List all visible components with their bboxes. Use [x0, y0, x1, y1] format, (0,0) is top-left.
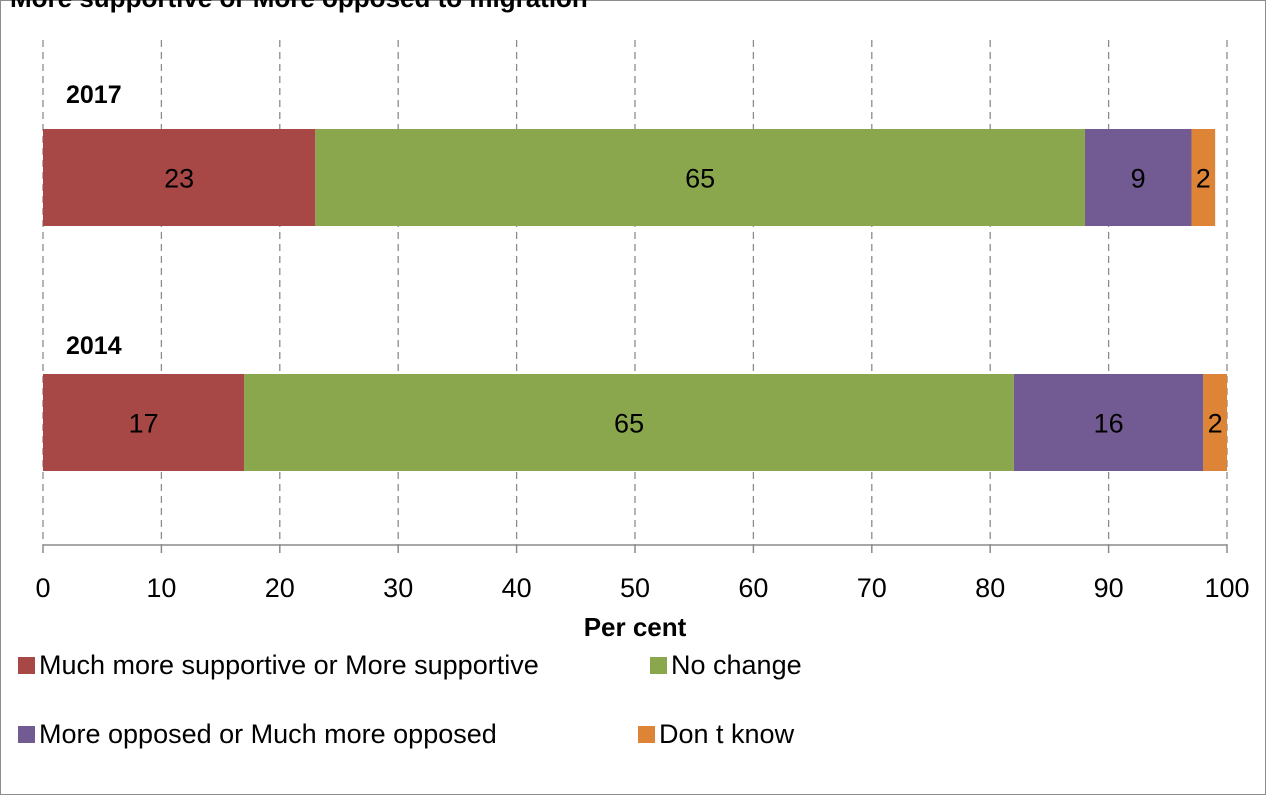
- x-tick-label-100: 100: [1204, 573, 1249, 603]
- data-label-2017-series-1: 65: [685, 164, 715, 194]
- bar-2017-series-2: [1084, 129, 1192, 226]
- data-label-2014-series-1: 65: [614, 409, 644, 439]
- bar-2014-series-2: [1013, 374, 1204, 471]
- category-label-2017: 2017: [66, 81, 122, 109]
- data-label-2017-series-3: 2: [1196, 164, 1211, 194]
- legend-item-no-change: No change: [650, 650, 802, 681]
- chart-title: More supportive or More opposed to migra…: [10, 0, 588, 14]
- legend-swatch-dont-know: [638, 725, 655, 743]
- x-tick-label-70: 70: [857, 573, 887, 603]
- x-axis-title: Per cent: [584, 612, 687, 642]
- legend-swatch-supportive: [18, 656, 35, 674]
- legend-label-dont-know: Don t know: [659, 718, 795, 749]
- legend-swatch-no-change: [650, 656, 667, 674]
- x-tick-label-90: 90: [1094, 573, 1124, 603]
- data-label-2014-series-0: 17: [129, 409, 159, 439]
- x-tick-label-50: 50: [620, 573, 650, 603]
- bar-2017-series-3: [1191, 129, 1216, 226]
- legend-label-opposed: More opposed or Much more opposed: [39, 718, 497, 749]
- x-tick-label-80: 80: [975, 573, 1005, 603]
- legend-item-opposed: More opposed or Much more opposed: [18, 719, 497, 750]
- bar-2017-series-1: [315, 129, 1085, 226]
- legend-item-supportive: Much more supportive or More supportive: [18, 650, 539, 681]
- bar-2014-series-1: [244, 374, 1014, 471]
- bar-2014-series-0: [43, 374, 245, 471]
- legend-label-no-change: No change: [671, 649, 802, 680]
- bar-2017-series-0: [43, 129, 316, 226]
- legend-item-dont-know: Don t know: [638, 719, 794, 750]
- bar-2014-series-3: [1203, 374, 1227, 471]
- legend-label-supportive: Much more supportive or More supportive: [39, 649, 539, 680]
- category-label-2014: 2014: [66, 332, 122, 360]
- data-label-2014-series-3: 2: [1208, 409, 1223, 439]
- legend-swatch-opposed: [18, 725, 35, 743]
- x-tick-label-20: 20: [265, 573, 295, 603]
- x-tick-label-60: 60: [738, 573, 768, 603]
- data-label-2017-series-0: 23: [164, 164, 194, 194]
- x-tick-label-0: 0: [35, 573, 50, 603]
- x-tick-label-30: 30: [383, 573, 413, 603]
- x-tick-label-10: 10: [146, 573, 176, 603]
- x-tick-label-40: 40: [502, 573, 532, 603]
- data-label-2017-series-2: 9: [1131, 164, 1146, 194]
- top-border: [0, 0, 1266, 1]
- data-label-2014-series-2: 16: [1094, 409, 1124, 439]
